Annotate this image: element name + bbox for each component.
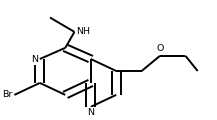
Text: N: N [31, 54, 38, 63]
Text: Br: Br [2, 90, 12, 99]
Text: N: N [87, 108, 94, 117]
Text: O: O [156, 44, 164, 53]
Text: NH: NH [76, 27, 90, 36]
